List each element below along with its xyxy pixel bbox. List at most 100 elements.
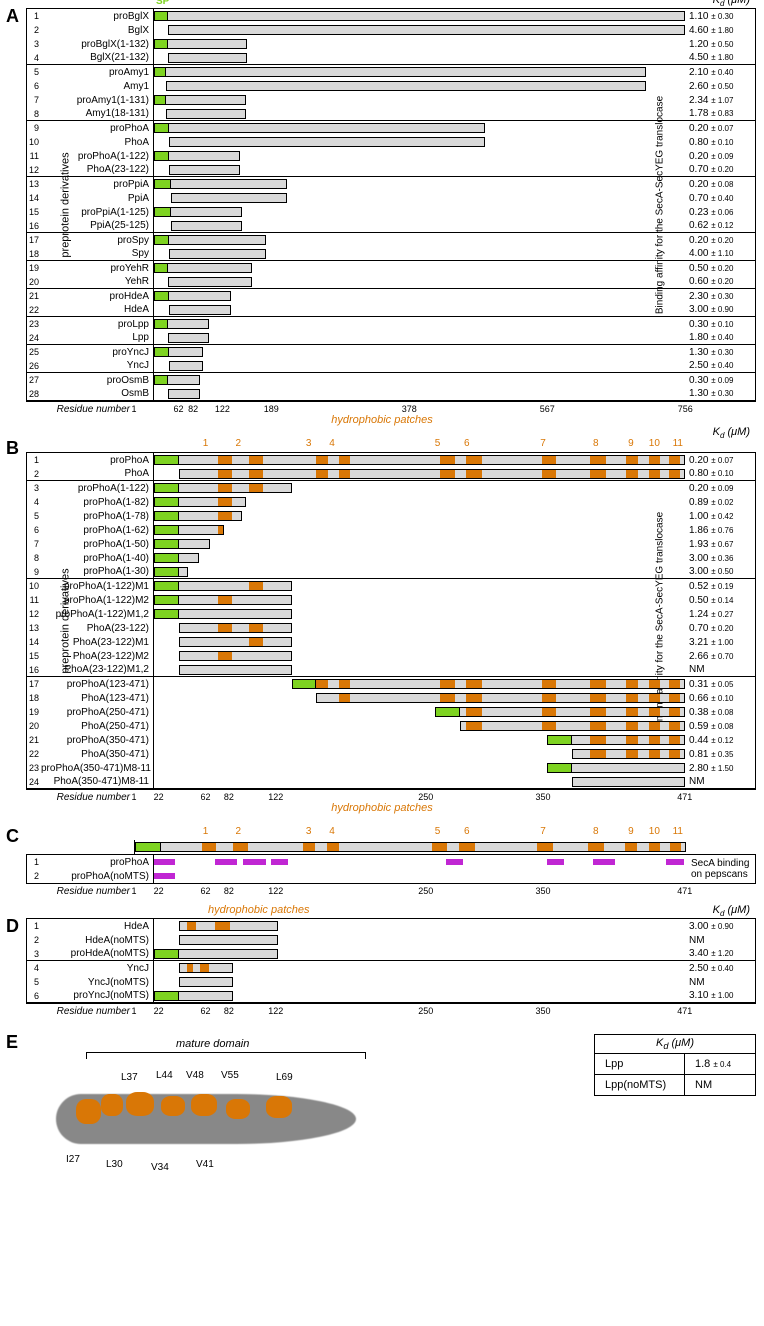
row-label: proLpp — [41, 319, 153, 330]
row-label: Amy1 — [41, 81, 153, 92]
data-row: 14PhoA(23-122)M13.21 ± 1.00 — [27, 635, 755, 649]
bar-area — [153, 663, 685, 676]
data-row: 4YncJ2.50 ± 0.40 — [27, 961, 755, 975]
kd-value: 0.70 ± 0.20 — [685, 623, 755, 634]
panel-e-table: Kd (μM)Lpp1.8 ± 0.4Lpp(noMTS)NM — [594, 1034, 756, 1096]
x-tick: 62 — [200, 886, 210, 896]
row-number: 9 — [27, 123, 41, 133]
x-tick: 22 — [154, 886, 164, 896]
data-row: 6Amy12.60 ± 0.50 — [27, 79, 755, 93]
protein-bar — [154, 67, 646, 77]
kd-value: 1.30 ± 0.30 — [685, 347, 755, 358]
bar-area — [153, 163, 685, 176]
row-number: 24 — [27, 333, 41, 343]
residue-label: L69 — [276, 1072, 293, 1083]
row-number: 21 — [27, 735, 41, 745]
hydrophobic-patch — [218, 595, 232, 605]
hydrophobic-patch — [649, 679, 660, 689]
hydrophobic-patch — [218, 511, 232, 521]
protein-bar — [154, 235, 266, 245]
hydrophobic-patch — [440, 469, 455, 479]
signal-peptide — [154, 11, 168, 21]
kd-value: 0.38 ± 0.08 — [685, 707, 755, 718]
kd-value: NM — [685, 776, 755, 787]
data-row: 9proPhoA(1-30)3.00 ± 0.50 — [27, 565, 755, 579]
row-number: 20 — [27, 277, 41, 287]
hydrophobic-patch — [316, 455, 327, 465]
protein-structure: mature domainL37L44V48V55L69I27L30V34V41 — [26, 1034, 564, 1194]
kd-value: 0.60 ± 0.20 — [685, 276, 755, 287]
data-row: 10proPhoA(1-122)M10.52 ± 0.19 — [27, 579, 755, 593]
kd-value: 2.80 ± 1.50 — [685, 763, 755, 774]
bar-area — [153, 79, 685, 93]
hydrophobic-patch — [626, 679, 637, 689]
patch-number: 1 — [203, 826, 209, 837]
row-label: proPhoA(250-471) — [41, 707, 153, 718]
hydrophobic-patch — [669, 455, 680, 465]
row-label: PhoA(23-122) — [41, 623, 153, 634]
signal-peptide — [154, 455, 179, 465]
row-label: BglX(21-132) — [41, 52, 153, 63]
signal-peptide — [154, 95, 166, 105]
data-row: 6proYncJ(noMTS)3.10 ± 1.00 — [27, 989, 755, 1003]
bar-area — [153, 761, 685, 775]
row-label: proPhoA(1-82) — [41, 497, 153, 508]
protein-hydrophobic-patch — [226, 1099, 250, 1119]
kd-value: 2.30 ± 0.30 — [685, 291, 755, 302]
patch-number: 11 — [673, 826, 683, 837]
kd-value: 1.80 ± 0.40 — [685, 332, 755, 343]
protein-bar — [179, 665, 292, 675]
row-label: PhoA — [41, 468, 153, 479]
x-tick: 22 — [154, 792, 164, 802]
hydrophobic-patch — [187, 963, 194, 973]
hydrophobic-patch — [590, 707, 606, 717]
bar-area — [153, 775, 685, 788]
kd-value: 1.24 ± 0.27 — [685, 609, 755, 620]
row-label: PhoA — [41, 137, 153, 148]
patch-number: 6 — [464, 438, 470, 449]
hydrophobic-patch — [649, 693, 660, 703]
hydrophobic-patch — [590, 693, 606, 703]
data-row: 17proSpy0.20 ± 0.20 — [27, 233, 755, 247]
row-number: 8 — [27, 553, 41, 563]
protein-hydrophobic-patch — [126, 1092, 154, 1116]
row-label: proPhoA(1-122)M2 — [41, 595, 153, 606]
residue-label: V48 — [186, 1070, 204, 1081]
row-number: 23 — [27, 763, 41, 773]
kd-value: 0.62 ± 0.12 — [685, 220, 755, 231]
row-number: 16 — [27, 665, 41, 675]
row-number: 19 — [27, 263, 41, 273]
row-label: OsmB — [41, 388, 153, 399]
protein-bar — [179, 935, 278, 945]
patch-number: 4 — [329, 438, 335, 449]
x-tick: 62 — [200, 792, 210, 802]
bar-area — [153, 37, 685, 51]
panel-c-box: 1proPhoA2proPhoA(noMTS)SecA binding on p… — [26, 854, 756, 884]
signal-peptide — [547, 735, 572, 745]
kd-value: 4.60 ± 1.80 — [685, 25, 755, 36]
protein-bar — [168, 333, 209, 343]
row-number: 5 — [27, 977, 41, 987]
protein-bar — [169, 361, 203, 371]
bar-area — [153, 51, 685, 64]
x-tick: 189 — [264, 404, 279, 414]
row-label: proPhoA(1-122)M1,2 — [41, 609, 153, 620]
signal-peptide — [154, 949, 179, 959]
row-label: proPpiA — [41, 179, 153, 190]
hydrophobic-patch — [588, 842, 604, 852]
protein-hydrophobic-patch — [266, 1096, 292, 1118]
signal-peptide — [154, 553, 179, 563]
bar-area — [153, 579, 685, 593]
kd-value: 2.10 ± 0.40 — [685, 67, 755, 78]
row-label: YncJ(noMTS) — [41, 977, 153, 988]
row-number: 4 — [27, 53, 41, 63]
kd-value: 3.40 ± 1.20 — [685, 948, 755, 959]
bar-area — [153, 219, 685, 232]
bar-area — [153, 649, 685, 663]
row-number: 18 — [27, 693, 41, 703]
row-number: 12 — [27, 609, 41, 619]
kd-value: 0.44 ± 0.12 — [685, 735, 755, 746]
row-label: proPhoA(1-30) — [41, 566, 153, 577]
hydrophobic-patch — [590, 749, 606, 759]
signal-peptide — [292, 679, 317, 689]
